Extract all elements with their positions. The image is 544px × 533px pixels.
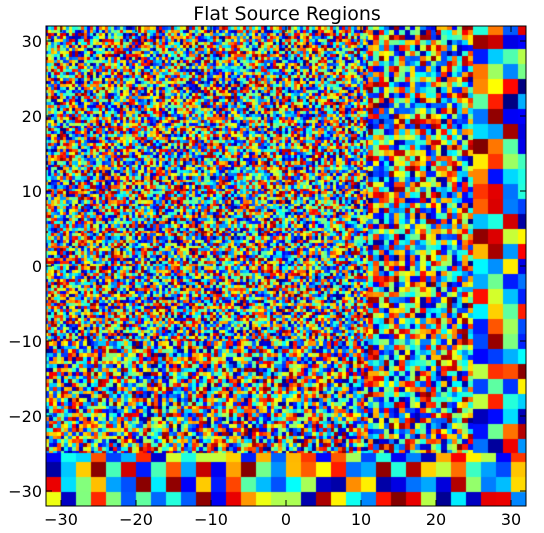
x-tick-label: −30 (44, 510, 78, 529)
x-tick-label: −10 (194, 510, 228, 529)
chart-title: Flat Source Regions (193, 3, 381, 25)
x-tick-label: 30 (501, 510, 521, 529)
y-tick-label: 30 (22, 32, 42, 51)
x-tick-label: 20 (426, 510, 446, 529)
x-tick-label: 0 (281, 510, 291, 529)
y-tick-label: −20 (8, 407, 42, 426)
x-tick-label: −20 (119, 510, 153, 529)
x-tick-label: 10 (351, 510, 371, 529)
heatmap-cells (46, 26, 526, 506)
y-tick-label: 10 (22, 182, 42, 201)
heatmap-image (46, 26, 526, 506)
y-tick-label: 20 (22, 107, 42, 126)
y-tick-label: −30 (8, 482, 42, 501)
y-tick-label: −10 (8, 332, 42, 351)
axis-ticks: −30 −20 −10 0 10 20 30 −30 −20 −10 0 10 20 30 (8, 26, 526, 529)
y-tick-label: 0 (32, 257, 42, 276)
